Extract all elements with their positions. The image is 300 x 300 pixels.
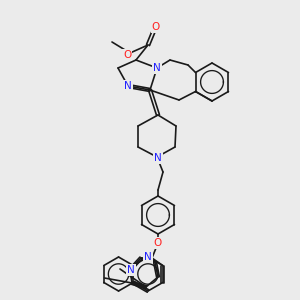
Text: O: O xyxy=(152,22,160,32)
Text: N: N xyxy=(154,153,162,163)
Text: N: N xyxy=(124,81,132,91)
Text: N: N xyxy=(144,252,152,262)
Text: N: N xyxy=(154,153,162,163)
Text: O: O xyxy=(152,22,160,32)
Text: O: O xyxy=(123,50,131,60)
Text: N: N xyxy=(127,265,135,275)
Text: N: N xyxy=(144,252,152,262)
Text: N: N xyxy=(144,252,152,262)
Text: N: N xyxy=(127,265,135,275)
Text: O: O xyxy=(123,50,131,60)
Text: N: N xyxy=(153,63,161,73)
Text: O: O xyxy=(154,238,162,248)
Text: O: O xyxy=(154,238,162,248)
